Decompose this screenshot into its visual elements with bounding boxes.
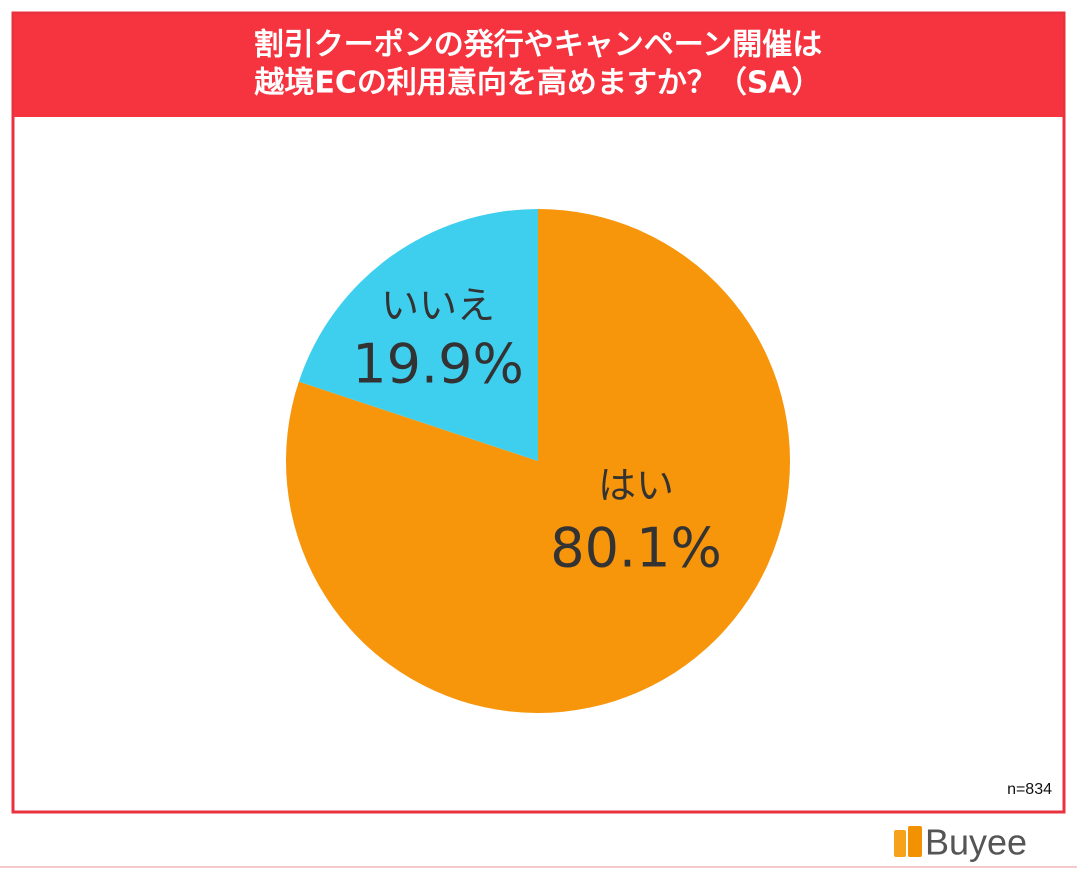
chart-title: 越境ECの利用意向を高めますか？（SA） — [254, 66, 821, 101]
chart-title: 割引クーポンの発行やキャンペーン開催は — [254, 28, 823, 63]
pie: はい 80.1% いいえ 19.9% — [285, 209, 790, 714]
logo-text: Buyee — [925, 822, 1027, 863]
slice-category: はい — [598, 464, 674, 508]
logo-icon — [894, 830, 906, 857]
frame — [11, 11, 1066, 814]
logo: Buyee — [894, 822, 1027, 863]
sample-size: n=834 — [1007, 781, 1052, 798]
slice-value-label: 80.1% — [550, 517, 722, 580]
slice-category: いいえ — [381, 284, 495, 328]
logo-icon — [908, 826, 922, 857]
pie-slice — [285, 209, 790, 714]
pie-slice — [298, 209, 538, 461]
slice-value-label: 19.9% — [352, 333, 524, 396]
title-band — [14, 14, 1063, 117]
